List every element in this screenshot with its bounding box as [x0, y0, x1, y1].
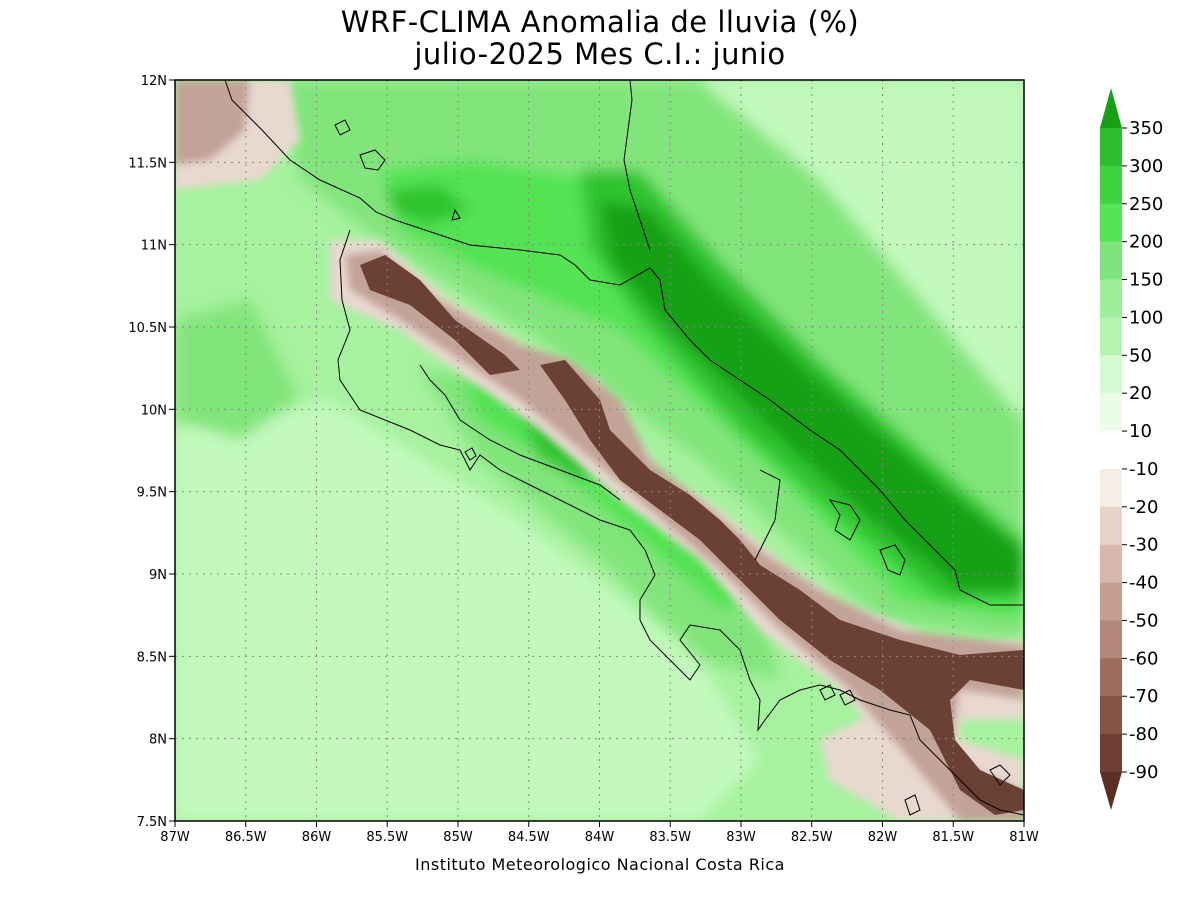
colorbar-swatch [1100, 165, 1122, 205]
lat-tick-label: 11.5N [128, 156, 167, 171]
field-dry-ridge-mid [345, 250, 1024, 821]
colorbar-swatch [1100, 734, 1122, 773]
lon-tick-label: 84W [585, 830, 615, 845]
colorbar-swatch [1100, 279, 1122, 318]
lon-tick-label: 82.5W [791, 830, 833, 845]
colorbar-top-arrow [1100, 88, 1122, 128]
colorbar-swatch [1100, 241, 1122, 281]
lat-tick-label: 12N [141, 74, 167, 89]
colorbar-swatch [1100, 203, 1122, 243]
colorbar-bottom-arrow [1100, 772, 1122, 810]
field-dry-northwest-mid [175, 80, 250, 165]
colorbar-swatch [1100, 506, 1122, 546]
colorbar-swatch [1100, 393, 1122, 432]
colorbar-label: 250 [1129, 194, 1163, 215]
colorbar-label: 100 [1129, 307, 1163, 328]
colorbar-label: -10 [1129, 459, 1158, 480]
lon-tick-label: 84.5W [508, 830, 550, 845]
colorbar-label: -30 [1129, 535, 1158, 556]
field-dry-ridge-core [360, 255, 1024, 815]
field-mid-band-south [420, 370, 780, 680]
lat-tick-label: 9N [149, 568, 167, 583]
colorbar-swatch [1100, 468, 1122, 508]
lon-tick-label: 82W [868, 830, 898, 845]
coastlines [224, 80, 1024, 816]
lat-tick-label: 10.5N [128, 321, 167, 336]
colorbar-label: 150 [1129, 270, 1163, 291]
colorbar-label: -80 [1129, 724, 1158, 745]
anomaly-field [175, 80, 1024, 821]
lon-tick-label: 86W [302, 830, 332, 845]
map-axis-ticks: 87W 86.5W 86W 85.5W 85W 84.5W 84W 83.5W 83W 82.5W… [128, 74, 1039, 845]
colorbar-swatch [1100, 317, 1122, 356]
field-strong-pocket-north [385, 185, 470, 225]
lat-tick-label: 7.5N [137, 815, 167, 830]
lat-tick-label: 8.5N [137, 650, 167, 665]
lon-tick-label: 87W [160, 830, 190, 845]
lon-tick-label: 81.5W [932, 830, 974, 845]
colorbar-swatch [1100, 620, 1122, 659]
field-mid-west [175, 300, 300, 440]
colorbar-label: 300 [1129, 156, 1163, 177]
lat-tick-label: 10N [141, 403, 167, 418]
colorbar-label: -50 [1129, 610, 1158, 631]
colorbar-swatch [1100, 582, 1122, 621]
colorbar-label: 20 [1129, 383, 1152, 404]
colorbar-swatch [1100, 355, 1122, 394]
field-light-southwest [175, 400, 760, 821]
colorbar-label: 350 [1129, 118, 1163, 139]
lon-tick-label: 86.5W [225, 830, 267, 845]
colorbar-label: -90 [1129, 762, 1158, 783]
map-title-line-1: WRF-CLIMA Anomalia de lluvia (%) [340, 5, 860, 39]
lon-tick-label: 83W [726, 830, 756, 845]
lon-tick-label: 83.5W [649, 830, 691, 845]
lon-tick-label: 81W [1009, 830, 1039, 845]
colorbar-swatch [1100, 544, 1122, 584]
lon-tick-label: 85.5W [366, 830, 408, 845]
colorbar-swatch [1100, 658, 1122, 697]
map-gridlines [175, 80, 1024, 821]
lat-tick-label: 9.5N [137, 486, 167, 501]
lon-tick-label: 85W [443, 830, 473, 845]
lat-tick-label: 8N [149, 733, 167, 748]
colorbar-label: -70 [1129, 686, 1158, 707]
colorbar-label: -20 [1129, 497, 1158, 518]
colorbar-swatch [1100, 696, 1122, 735]
colorbar-label: 50 [1129, 345, 1152, 366]
colorbar-label: -60 [1129, 648, 1158, 669]
colorbar-legend: 350 300 250 200 150 100 50 20 10 -10 -20 -30 -40 -50 -… [1100, 88, 1163, 810]
colorbar-swatch [1100, 128, 1122, 167]
colorbar-label: -40 [1129, 573, 1158, 594]
lat-tick-label: 11N [141, 239, 167, 254]
colorbar-swatch [1100, 431, 1122, 470]
credit-text: Instituto Meteorologico Nacional Costa R… [415, 855, 785, 874]
map-title-line-2: julio-2025 Mes C.I.: junio [414, 37, 786, 71]
colorbar-label: 200 [1129, 232, 1163, 253]
colorbar-label: 10 [1129, 421, 1152, 442]
